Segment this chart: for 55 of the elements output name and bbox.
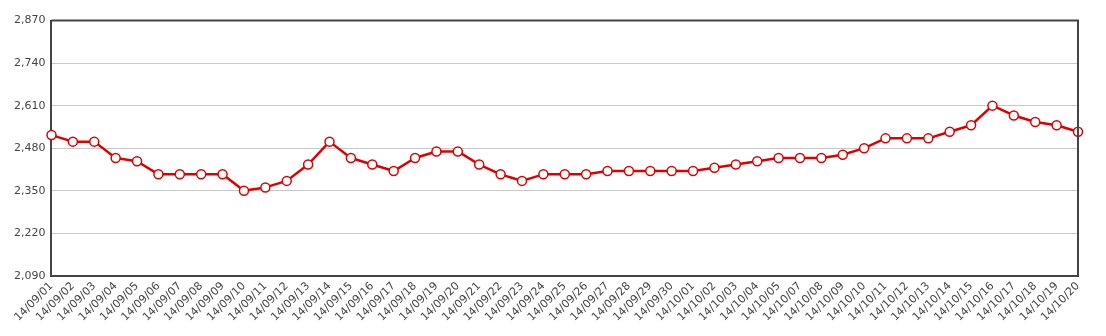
y-tick-label: 2,870 [13, 13, 46, 27]
point [559, 169, 570, 180]
point [131, 156, 143, 167]
point [816, 152, 827, 164]
point [666, 165, 677, 177]
point [238, 185, 250, 196]
y-tick-label: 2,740 [13, 55, 46, 69]
y-tick-label: 2,480 [13, 141, 46, 155]
point [302, 159, 314, 170]
point [110, 152, 121, 164]
point [858, 142, 870, 154]
point [730, 159, 742, 170]
point [602, 165, 613, 177]
y-tick-label: 2,220 [13, 226, 46, 240]
point [516, 175, 528, 187]
point [623, 165, 635, 177]
point [901, 133, 913, 144]
point [687, 165, 699, 177]
point [880, 133, 891, 144]
point [495, 169, 506, 180]
y-tick-label: 2,090 [13, 268, 46, 282]
point [1051, 120, 1062, 131]
point [46, 129, 57, 141]
point [944, 126, 955, 138]
point [965, 120, 977, 131]
point [367, 159, 378, 170]
point [709, 162, 720, 174]
point [580, 169, 592, 180]
point [1029, 116, 1041, 128]
point [388, 165, 399, 177]
point [345, 152, 357, 164]
point [324, 136, 335, 147]
point [153, 169, 164, 180]
point [538, 169, 549, 180]
point [794, 152, 806, 164]
point [281, 175, 292, 187]
point [217, 169, 228, 180]
point [1008, 110, 1020, 121]
point [473, 159, 485, 170]
point [923, 133, 934, 144]
point [837, 149, 849, 160]
point [773, 152, 784, 164]
point [645, 165, 656, 177]
point [260, 182, 271, 193]
point [987, 100, 998, 111]
point [452, 146, 464, 157]
point [751, 156, 763, 167]
point [431, 146, 442, 157]
point [67, 136, 79, 147]
point [195, 169, 207, 180]
point [174, 169, 186, 180]
y-tick-label: 2,610 [13, 98, 46, 112]
point [89, 136, 100, 147]
y-tick-label: 2,350 [13, 183, 46, 197]
point [409, 152, 421, 164]
